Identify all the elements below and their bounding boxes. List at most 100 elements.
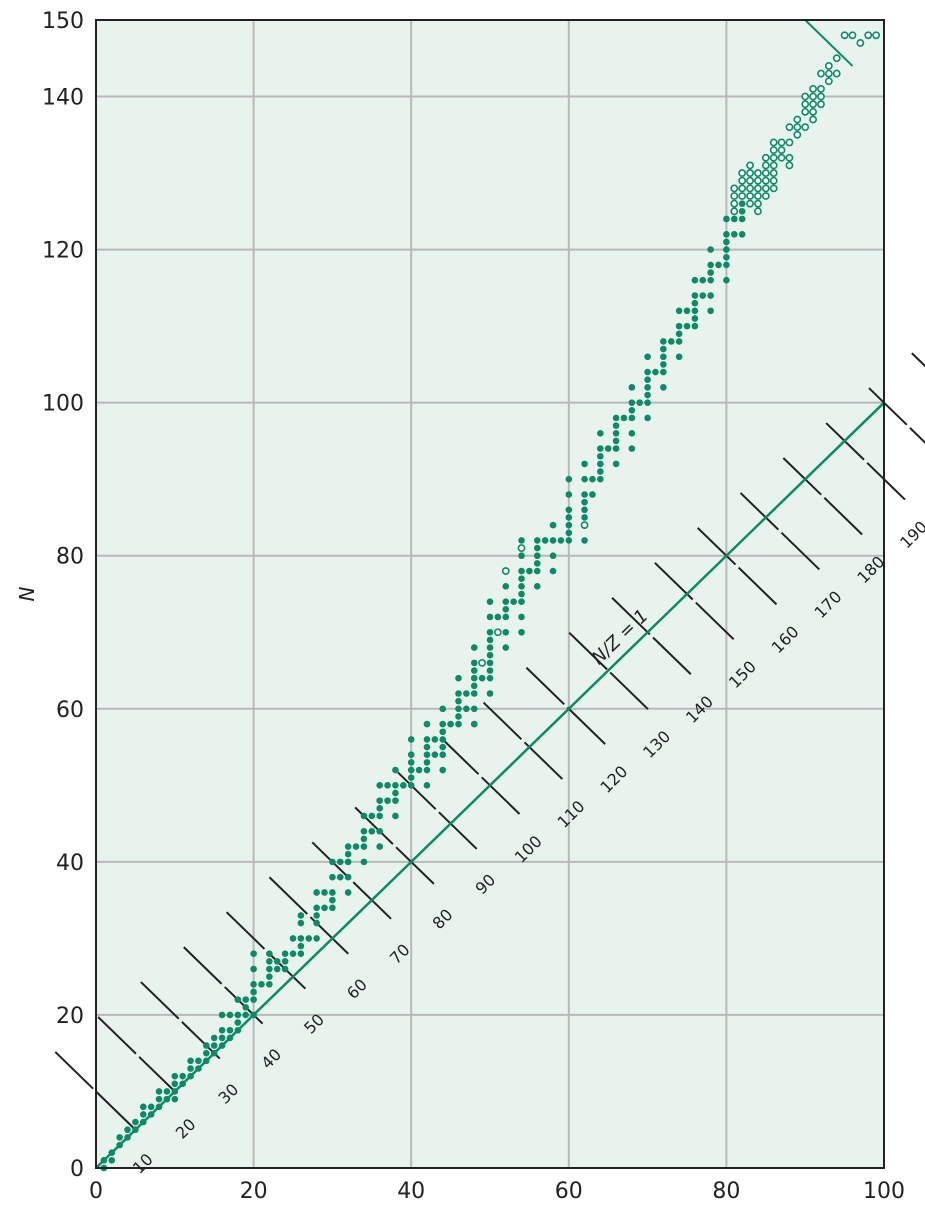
stable-nuclide-point bbox=[195, 1057, 202, 1065]
stable-nuclide-point bbox=[502, 598, 510, 605]
stable-nuclide-point bbox=[723, 253, 730, 261]
stable-nuclide-point bbox=[620, 414, 628, 422]
stable-nuclide-point bbox=[234, 1011, 242, 1019]
stable-nuclide-point bbox=[415, 766, 423, 774]
unstable-nuclide-point bbox=[785, 138, 794, 147]
isobar-dash bbox=[397, 771, 437, 810]
unstable-nuclide-point bbox=[761, 184, 770, 193]
stable-nuclide-point bbox=[423, 766, 431, 774]
unstable-nuclide-point bbox=[746, 169, 754, 177]
unstable-nuclide-point bbox=[761, 192, 770, 200]
stable-nuclide-point bbox=[423, 751, 431, 759]
stable-nuclide-point bbox=[541, 537, 549, 544]
stable-nuclide-point bbox=[597, 460, 604, 468]
unstable-nuclide-point bbox=[777, 138, 786, 147]
stable-nuclide-point bbox=[660, 368, 667, 376]
unstable-nuclide-point bbox=[738, 192, 747, 200]
stable-nuclide-point bbox=[329, 904, 336, 912]
stable-nuclide-point bbox=[533, 567, 541, 575]
unstable-nuclide-point bbox=[730, 184, 739, 193]
stable-nuclide-point bbox=[431, 736, 439, 743]
stable-nuclide-point bbox=[423, 720, 431, 728]
stable-nuclide-point bbox=[250, 1011, 257, 1019]
stable-nuclide-point bbox=[455, 697, 462, 705]
stable-nuclide-point bbox=[470, 674, 478, 682]
unstable-nuclide-point bbox=[864, 31, 873, 40]
unstable-nuclide-point bbox=[801, 100, 810, 109]
unstable-nuclide-point bbox=[761, 153, 770, 162]
stable-nuclide-point bbox=[368, 827, 376, 835]
stable-nuclide-point bbox=[218, 1034, 226, 1042]
stable-nuclide-point bbox=[258, 981, 265, 988]
stable-nuclide-point bbox=[163, 1088, 171, 1095]
stable-nuclide-point bbox=[218, 1042, 226, 1049]
x-tick-label: 0 bbox=[89, 1179, 103, 1204]
stable-nuclide-point bbox=[139, 1103, 147, 1111]
unstable-nuclide-point bbox=[809, 115, 817, 124]
stable-nuclide-point bbox=[738, 230, 746, 238]
unstable-nuclide-point bbox=[769, 161, 778, 170]
stable-nuclide-point bbox=[470, 659, 478, 667]
unstable-nuclide-point bbox=[809, 84, 817, 93]
y-tick-label: 100 bbox=[42, 392, 84, 417]
unstable-nuclide-point bbox=[746, 176, 754, 185]
stable-nuclide-point bbox=[407, 736, 415, 743]
stable-nuclide-point bbox=[423, 736, 431, 743]
stable-nuclide-point bbox=[376, 812, 383, 820]
stable-nuclide-point bbox=[226, 1026, 234, 1034]
isobar-dash bbox=[481, 776, 521, 815]
unstable-nuclide-point bbox=[769, 153, 778, 162]
y-tick-label: 0 bbox=[70, 1157, 84, 1182]
unstable-nuclide-point bbox=[754, 176, 762, 185]
stable-nuclide-point bbox=[171, 1095, 179, 1103]
stable-nuclide-point bbox=[108, 1149, 116, 1156]
stable-nuclide-point bbox=[597, 468, 604, 475]
unstable-nuclide-point bbox=[840, 31, 849, 40]
unstable-nuclide-point bbox=[769, 184, 778, 193]
stable-nuclide-point bbox=[266, 965, 273, 973]
stable-nuclide-point bbox=[518, 552, 525, 560]
y-tick-label: 140 bbox=[42, 86, 84, 111]
stable-nuclide-point bbox=[266, 973, 273, 980]
stable-nuclide-point bbox=[163, 1095, 171, 1103]
stable-nuclide-point bbox=[723, 246, 730, 253]
stable-nuclide-point bbox=[226, 1011, 234, 1019]
unstable-nuclide-point bbox=[746, 192, 754, 200]
unstable-nuclide-point bbox=[730, 199, 739, 208]
stable-nuclide-point bbox=[730, 230, 738, 238]
stable-nuclide-point bbox=[329, 873, 336, 881]
stable-nuclide-point bbox=[644, 414, 651, 422]
plot-background bbox=[96, 20, 884, 1168]
stable-nuclide-point bbox=[518, 567, 525, 575]
stable-nuclide-point bbox=[234, 1026, 242, 1034]
stable-nuclide-point bbox=[707, 261, 714, 269]
unstable-nuclide-point bbox=[730, 207, 739, 216]
isobar-dash bbox=[138, 1056, 178, 1095]
stable-nuclide-point bbox=[210, 1049, 218, 1057]
stable-nuclide-point bbox=[392, 782, 399, 789]
stable-nuclide-point bbox=[139, 1111, 147, 1118]
stable-nuclide-point bbox=[691, 307, 699, 315]
stable-nuclide-point bbox=[455, 720, 462, 728]
stable-nuclide-point bbox=[297, 950, 305, 958]
unstable-nuclide-point bbox=[730, 192, 739, 200]
stable-nuclide-point bbox=[360, 835, 368, 843]
stable-nuclide-point bbox=[250, 950, 257, 958]
stable-nuclide-point bbox=[533, 552, 541, 560]
plot-frame bbox=[95, 19, 885, 1169]
stable-nuclide-point bbox=[384, 797, 391, 804]
stable-nuclide-point bbox=[179, 1072, 186, 1080]
stable-nuclide-point bbox=[234, 996, 242, 1003]
stable-nuclide-point bbox=[644, 368, 651, 376]
stable-nuclide-point bbox=[707, 269, 714, 276]
unstable-nuclide-point bbox=[493, 628, 502, 637]
stable-nuclide-point bbox=[368, 812, 376, 820]
stable-nuclide-point bbox=[557, 537, 565, 544]
stable-nuclide-point bbox=[597, 475, 604, 483]
stable-nuclide-point bbox=[187, 1072, 194, 1080]
unstable-nuclide-point bbox=[478, 658, 487, 667]
stable-nuclide-point bbox=[234, 1019, 242, 1026]
stable-nuclide-point bbox=[250, 981, 257, 988]
unstable-nuclide-point bbox=[746, 184, 754, 193]
stable-nuclide-point bbox=[376, 843, 383, 850]
